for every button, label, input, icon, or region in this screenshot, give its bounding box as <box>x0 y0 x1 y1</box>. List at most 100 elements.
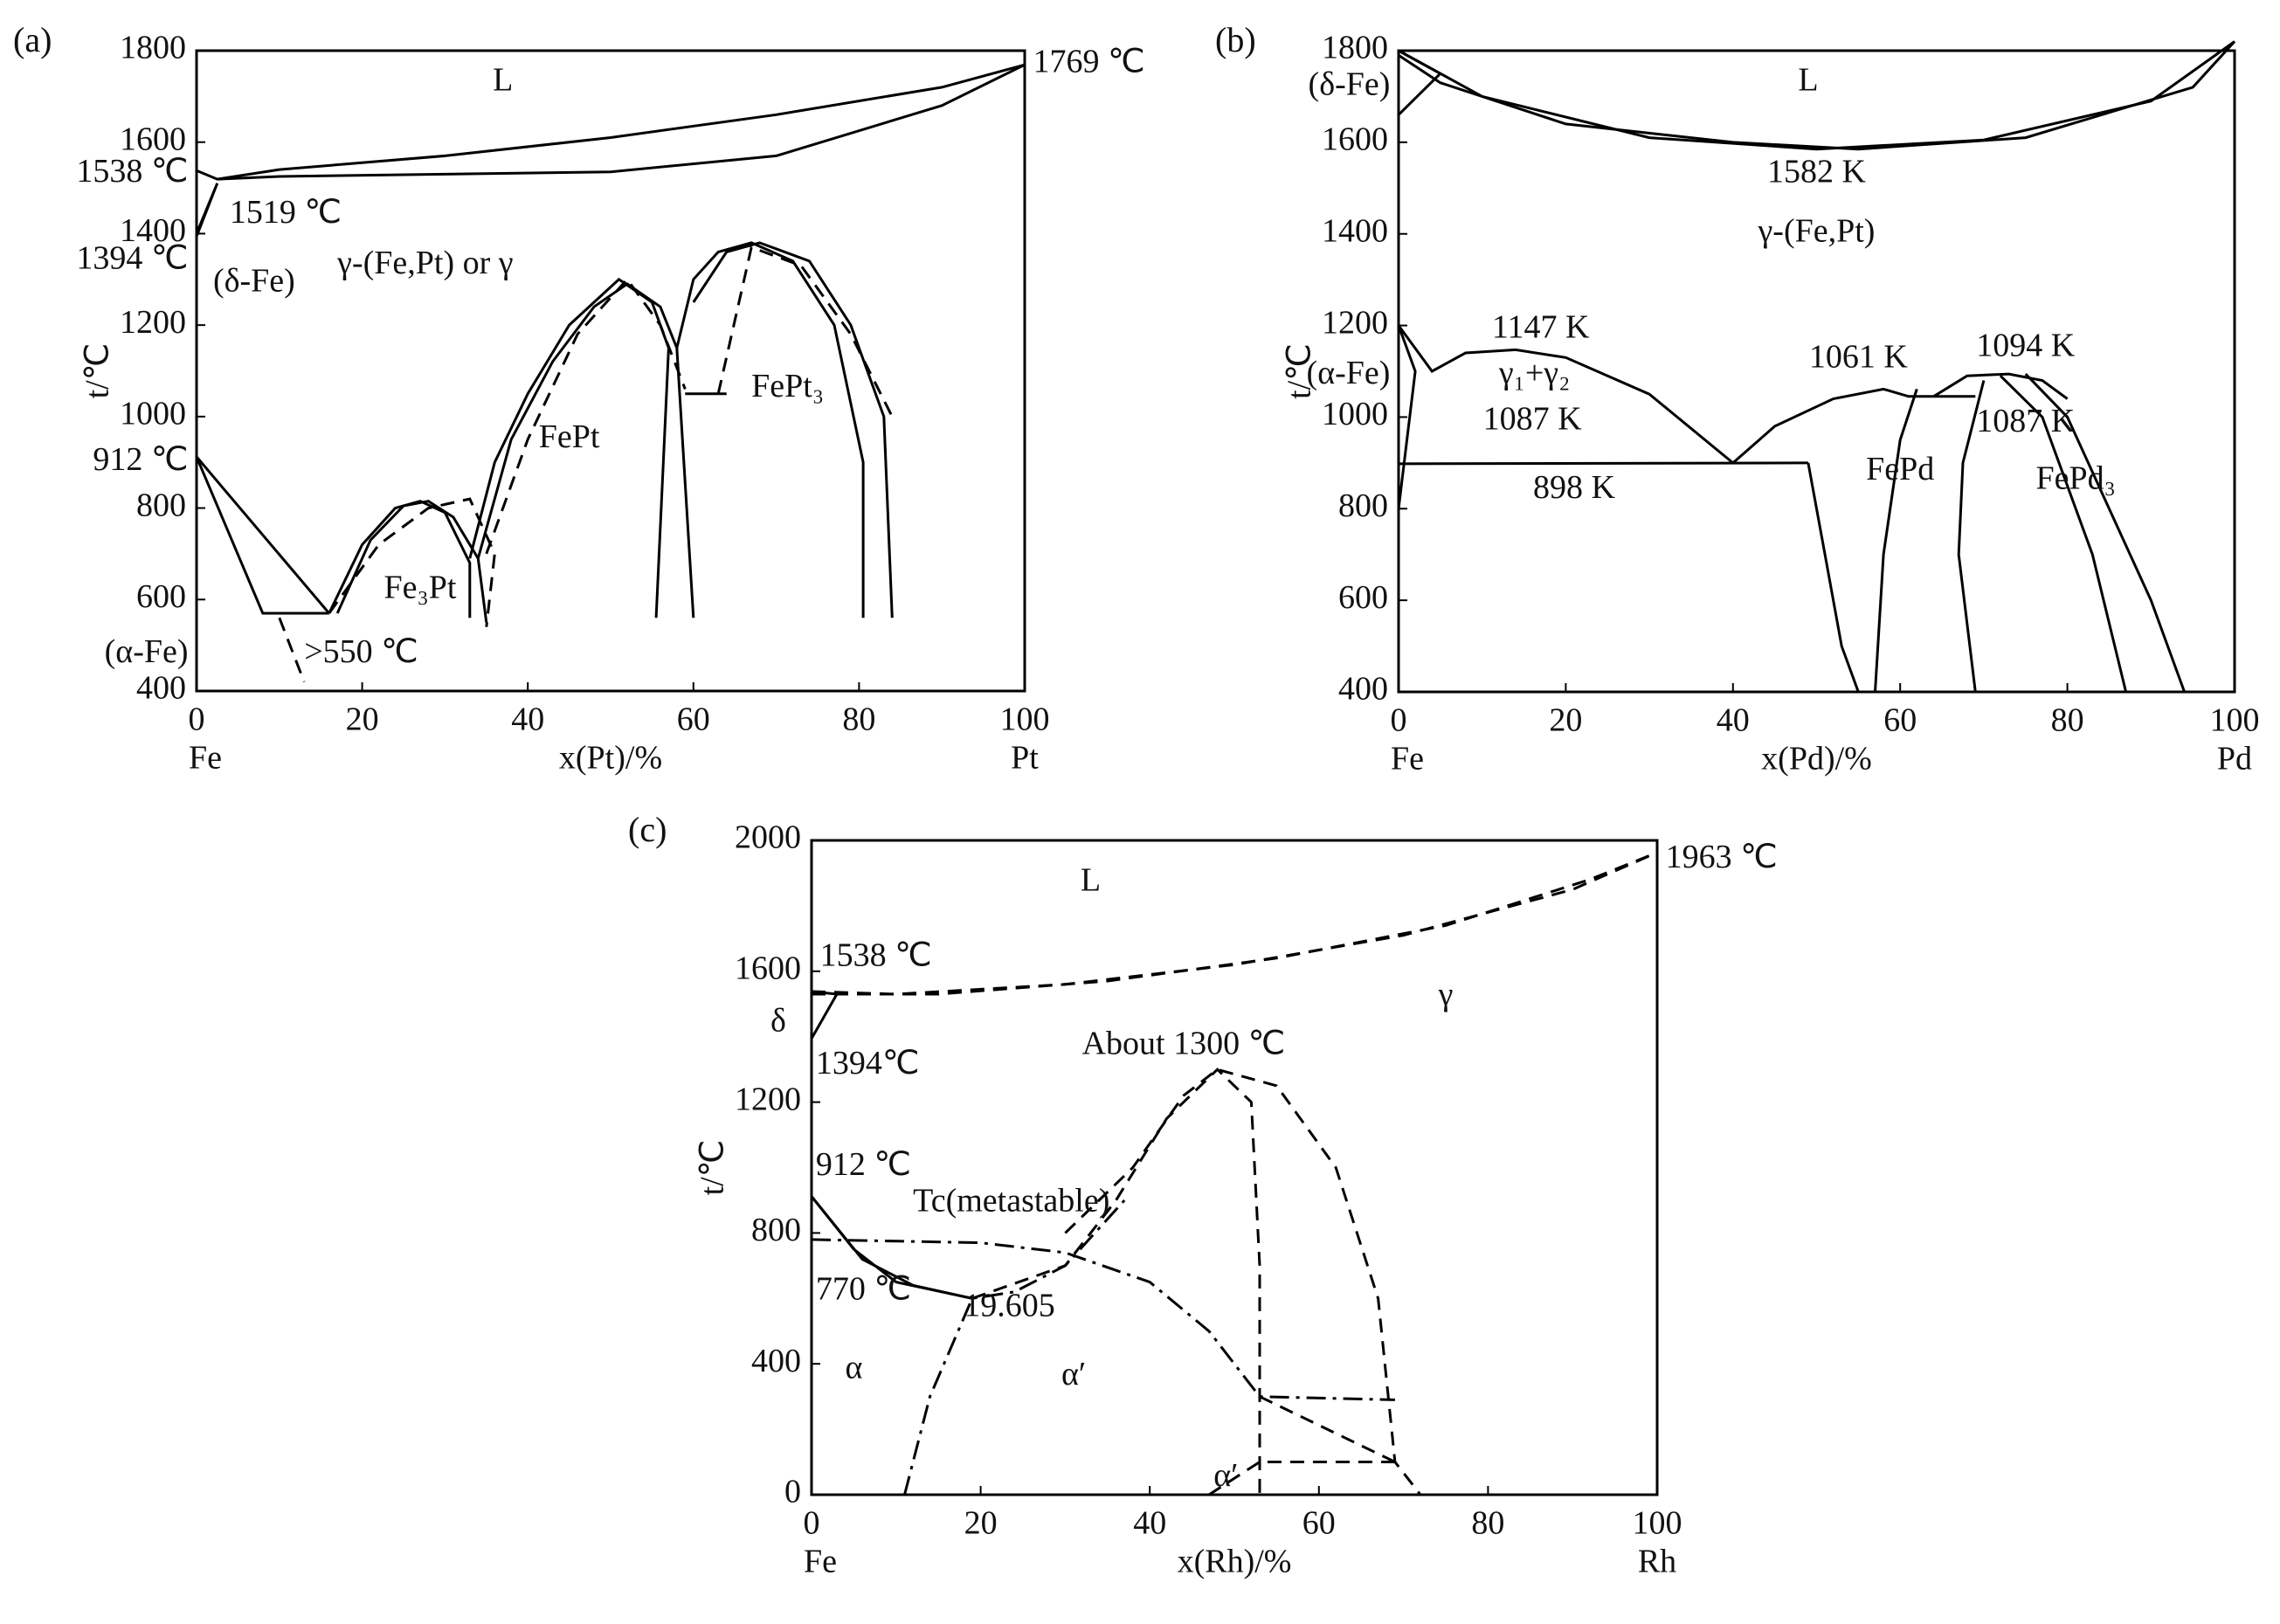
right-end-label: Pd <box>2217 741 2252 777</box>
x-tick-label: 40 <box>511 701 544 738</box>
phase-boundary <box>810 1195 973 1300</box>
annotation: FePt <box>539 418 600 455</box>
x-tick-label: 100 <box>2210 702 2260 739</box>
annotation: 770 ℃ <box>816 1271 911 1308</box>
phase-boundary <box>476 282 695 619</box>
panel-label: (b) <box>1215 20 1256 59</box>
annotation: 1087 K <box>1976 403 2076 439</box>
y-tick-label: 1400 <box>120 212 186 249</box>
y-tick-label: 1000 <box>120 396 186 432</box>
phase-boundary <box>1398 40 2236 151</box>
left-end-label: Fe <box>1391 741 1424 777</box>
y-tick-label: 1400 <box>1322 212 1388 249</box>
y-tick-label: 600 <box>136 578 186 615</box>
x-tick-label: 100 <box>1000 701 1050 738</box>
y-tick-label: 800 <box>751 1212 801 1248</box>
annotation: 1769 ℃ <box>1033 43 1144 79</box>
x-axis-label: x(Pd)/% <box>1761 741 1872 777</box>
annotation: γ <box>1438 976 1454 1012</box>
y-tick-label: 1000 <box>1322 396 1388 432</box>
right-end-label: Pt <box>1011 740 1039 777</box>
annotation: Fe₃Pt <box>383 570 456 606</box>
annotation: Tc(metastable) <box>913 1182 1109 1219</box>
x-tick-label: 20 <box>1549 702 1582 739</box>
phase-boundary <box>716 245 894 418</box>
plot-frame <box>1397 49 2236 694</box>
x-tick-label: 80 <box>2051 702 2084 739</box>
x-tick-label: 0 <box>1391 702 1407 739</box>
phase-boundary <box>328 500 472 619</box>
annotation: δ <box>770 1002 786 1039</box>
x-tick-label: 60 <box>1302 1505 1336 1542</box>
y-tick-label: 1800 <box>1322 30 1388 66</box>
annotation: γ-(Fe,Pt) or γ <box>336 245 513 281</box>
phase-boundary <box>692 241 894 619</box>
panel-label: (c) <box>628 810 667 849</box>
phase-boundary <box>195 456 329 615</box>
annotation: FePd₃ <box>2035 460 2115 497</box>
x-tick-label: 60 <box>1883 702 1917 739</box>
annotation: γ₁+γ₂ <box>1498 355 1571 391</box>
y-axis-label: t/℃ <box>79 343 116 399</box>
y-tick-label: 1200 <box>120 304 186 341</box>
phase-boundary <box>1208 1461 1395 1496</box>
y-tick-label: 2000 <box>735 819 801 856</box>
y-tick-label: 1800 <box>120 30 186 66</box>
y-tick-label: 1600 <box>120 121 186 157</box>
annotation: L <box>1081 861 1101 898</box>
annotation: About 1300 ℃ <box>1082 1026 1286 1062</box>
x-tick-label: 40 <box>1133 1505 1166 1542</box>
y-tick-label: 1200 <box>735 1081 801 1117</box>
y-axis-label: t/℃ <box>1282 343 1318 399</box>
phase-boundary <box>811 851 1658 996</box>
annotation: L <box>1798 61 1818 98</box>
x-tick-label: 40 <box>1717 702 1750 739</box>
phase-boundary <box>196 63 1026 181</box>
y-axis-label: t/℃ <box>694 1140 731 1196</box>
left-end-label: Fe <box>189 740 222 777</box>
phase-boundary <box>217 63 1026 181</box>
annotation: 912 ℃ <box>816 1146 911 1183</box>
phase-boundary <box>2024 373 2187 693</box>
annotation: α′ <box>1061 1356 1086 1392</box>
annotation: 1538 ℃ <box>820 937 932 974</box>
phase-boundary <box>1064 1068 1422 1496</box>
y-tick-label: 1200 <box>1322 304 1388 341</box>
annotation: γ-(Fe,Pt) <box>1758 212 1876 249</box>
phase-boundary <box>1397 49 1443 116</box>
y-tick-label: 800 <box>136 487 186 523</box>
phase-boundary <box>485 277 687 555</box>
phase-boundary <box>1397 324 1734 465</box>
annotation: (α-Fe) <box>1307 355 1391 391</box>
x-tick-label: 80 <box>1471 1505 1504 1542</box>
x-tick-label: 80 <box>842 701 875 738</box>
phase-boundary <box>1398 461 1808 466</box>
annotation: 1394℃ <box>816 1045 920 1082</box>
annotation: 1582 K <box>1767 153 1867 190</box>
x-tick-label: 0 <box>189 701 205 738</box>
phase-boundary <box>675 241 865 619</box>
phase-boundary <box>1259 1395 1396 1463</box>
annotation: 1147 K <box>1492 309 1590 346</box>
phase-boundary <box>903 1199 1126 1496</box>
annotation: 912 ℃ <box>93 441 188 478</box>
annotation: 898 K <box>1533 469 1616 506</box>
annotation: FePd <box>1866 451 1934 487</box>
panel-label: (a) <box>13 20 52 59</box>
x-tick-label: 100 <box>1633 1505 1682 1542</box>
annotation: 1061 K <box>1809 339 1909 376</box>
annotation: 1087 K <box>1483 400 1583 437</box>
phase-boundary <box>1957 380 1986 693</box>
annotation: L <box>493 61 513 98</box>
annotation: 19.605 <box>964 1287 1055 1323</box>
y-tick-label: 400 <box>751 1343 801 1379</box>
phase-boundary <box>971 1068 1261 1495</box>
annotation: 1394 ℃ <box>76 240 188 277</box>
plot-frame <box>810 839 1659 1496</box>
y-tick-label: 400 <box>1338 671 1388 708</box>
phase-boundary <box>1731 387 1976 465</box>
phase-boundary <box>195 183 219 238</box>
annotation: 1094 K <box>1976 328 2076 364</box>
phase-boundary <box>1874 388 1918 693</box>
x-tick-label: 20 <box>964 1505 998 1542</box>
